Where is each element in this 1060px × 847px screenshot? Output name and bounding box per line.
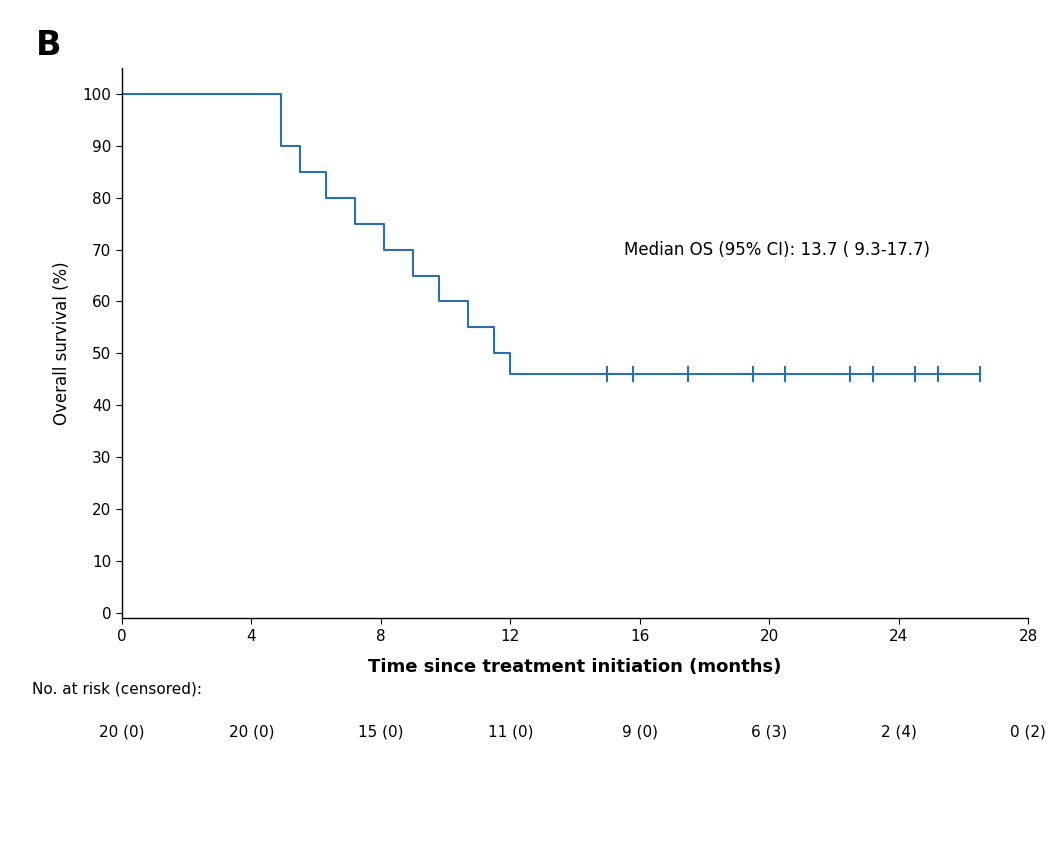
Text: 20 (0): 20 (0) [100,724,144,739]
Text: 9 (0): 9 (0) [622,724,658,739]
X-axis label: Time since treatment initiation (months): Time since treatment initiation (months) [369,657,781,676]
Text: 11 (0): 11 (0) [488,724,533,739]
Text: No. at risk (censored):: No. at risk (censored): [32,682,201,697]
Text: B: B [36,29,61,62]
Text: 2 (4): 2 (4) [881,724,917,739]
Text: 15 (0): 15 (0) [358,724,404,739]
Text: 6 (3): 6 (3) [752,724,788,739]
Text: Median OS (95% CI): 13.7 ( 9.3-17.7): Median OS (95% CI): 13.7 ( 9.3-17.7) [623,241,930,258]
Text: 0 (2): 0 (2) [1010,724,1046,739]
Y-axis label: Overall survival (%): Overall survival (%) [53,261,71,425]
Text: 20 (0): 20 (0) [229,724,275,739]
